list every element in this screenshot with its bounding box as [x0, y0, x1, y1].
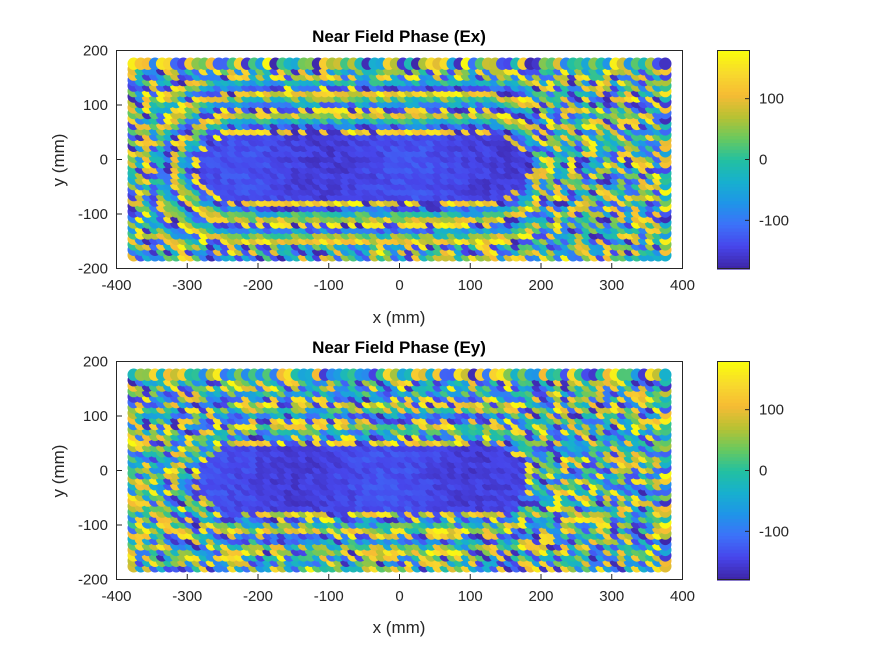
x-tick-label: 100 — [458, 277, 483, 294]
colorbar-segment — [717, 53, 750, 58]
colorbar-segment — [717, 121, 750, 126]
plot-title: Near Field Phase (Ey) — [312, 338, 486, 357]
colorbar-segment — [717, 67, 750, 72]
colorbar-segment — [717, 186, 750, 191]
colorbar-segment — [717, 156, 750, 161]
colorbar-segment — [717, 128, 750, 133]
colorbar-segment — [717, 248, 750, 253]
colorbar-segment — [717, 183, 750, 188]
x-axis-label: x (mm) — [373, 308, 426, 327]
colorbar-segment — [717, 176, 750, 181]
x-tick-label: 0 — [395, 277, 403, 294]
y-tick-label: 100 — [83, 97, 108, 114]
colorbar-segment — [717, 224, 750, 229]
colorbar-segment — [717, 231, 750, 236]
colorbar-segment — [717, 108, 750, 113]
colorbar-segment — [717, 214, 750, 219]
y-tick-label: -200 — [78, 261, 108, 278]
colorbar-tick-label: 0 — [759, 152, 767, 169]
colorbar-segment — [717, 73, 750, 78]
colorbar-segment — [717, 145, 750, 150]
colorbar-segment — [717, 149, 750, 154]
colorbar-segment — [717, 97, 750, 102]
colorbar-segment — [717, 234, 750, 239]
y-ticks-ex: 200 100 0 -100 -200 — [78, 43, 122, 278]
y-tick-label: 0 — [100, 152, 108, 169]
colorbar-segment — [717, 152, 750, 157]
x-tick-label: 300 — [599, 277, 624, 294]
colorbar-segment — [717, 193, 750, 198]
x-tick-label: 400 — [670, 277, 695, 294]
colorbar-segment — [717, 63, 750, 68]
colorbar-segment — [717, 265, 750, 270]
colorbar-segment — [717, 50, 750, 55]
colorbar-segment — [717, 180, 750, 185]
plot-ey: Near Field Phase (Ey) -400 -300 -200 -100 0 1… — [49, 338, 789, 637]
y-axis-label: y (mm) — [49, 134, 68, 187]
colorbar-segment — [717, 190, 750, 195]
scatter-points-ex — [127, 57, 672, 262]
colorbar-segment — [717, 245, 750, 250]
colorbar-segment — [717, 135, 750, 140]
colorbar-segment — [717, 94, 750, 99]
colorbar-segment — [717, 203, 750, 208]
colorbar-segment — [717, 200, 750, 205]
colorbar-ticks: 100 0 -100 — [745, 91, 789, 229]
colorbar-segment — [717, 197, 750, 202]
colorbar-segment — [717, 115, 750, 120]
colorbar-segment — [717, 166, 750, 171]
colorbar-segment — [717, 173, 750, 178]
colorbar-segment — [717, 101, 750, 106]
y-tick-label: -100 — [78, 206, 108, 223]
colorbar-segment — [717, 258, 750, 263]
colorbar-segment — [717, 162, 750, 167]
colorbar-tick-label: 100 — [759, 91, 784, 108]
colorbar-segment — [717, 238, 750, 243]
colorbar-segment — [717, 70, 750, 75]
x-tick-label: -300 — [172, 277, 202, 294]
colorbar-segment — [717, 241, 750, 246]
x-tick-label: -100 — [314, 277, 344, 294]
colorbar-segment — [717, 251, 750, 256]
x-tick-label: -200 — [243, 277, 273, 294]
x-tick-label: -400 — [101, 277, 131, 294]
colorbar-ex: 100 0 -100 — [717, 50, 789, 270]
colorbar-segment — [717, 87, 750, 92]
colorbar-segment — [717, 60, 750, 65]
colorbar-segment — [717, 217, 750, 222]
colorbar-segment — [717, 77, 750, 82]
scatter-area-ey — [127, 368, 672, 573]
colorbar-segment — [717, 227, 750, 232]
colorbar-segment — [717, 80, 750, 85]
scatter-area-ex — [127, 57, 672, 262]
colorbar-segment — [717, 255, 750, 260]
colorbar-tick-label: -100 — [759, 212, 789, 229]
colorbar-segment — [717, 132, 750, 137]
colorbar-segment — [717, 84, 750, 89]
colorbar-segment — [717, 104, 750, 109]
colorbar-segment — [717, 262, 750, 267]
colorbar-segment — [717, 138, 750, 143]
colorbar-segment — [717, 118, 750, 123]
colorbar-segment — [717, 207, 750, 212]
x-ticks-ex: -400 -300 -200 -100 0 100 200 300 400 — [101, 263, 695, 294]
plot-ex: Near Field Phase (Ex) -400 -300 -200 -100 0 1… — [49, 27, 789, 327]
scatter-points-ey — [127, 368, 672, 573]
colorbar-segment — [717, 111, 750, 116]
colorbar-segment — [717, 169, 750, 174]
colorbar-segment — [717, 210, 750, 215]
colorbar-segment — [717, 159, 750, 164]
colorbar-segment — [717, 142, 750, 147]
scatter-point — [659, 57, 672, 70]
colorbar-segment — [717, 91, 750, 96]
plot-title: Near Field Phase (Ex) — [312, 27, 486, 46]
y-tick-label: 200 — [83, 43, 108, 60]
colorbar-segment — [717, 56, 750, 61]
x-tick-label: 200 — [528, 277, 553, 294]
colorbar-segment — [717, 221, 750, 226]
colorbar-segment — [717, 125, 750, 130]
